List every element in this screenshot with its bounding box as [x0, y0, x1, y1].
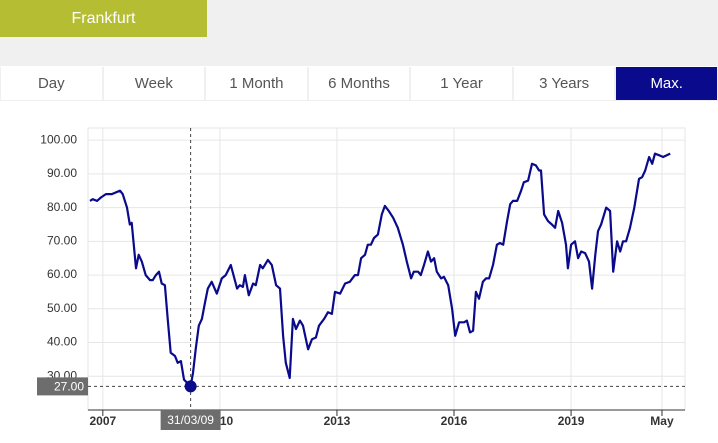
crosshair-point	[184, 380, 197, 393]
x-tick-label: 2007	[89, 414, 116, 428]
period-tab[interactable]: Week	[103, 67, 205, 100]
period-tab[interactable]: 3 Years	[513, 67, 615, 100]
y-tick-label: 60.00	[47, 267, 77, 281]
y-tick-label: 40.00	[47, 335, 77, 349]
x-tick-label: 2019	[558, 414, 585, 428]
y-crosshair-label: 27.00	[54, 380, 84, 394]
period-tab[interactable]: 1 Month	[206, 67, 307, 100]
x-label-box	[160, 410, 221, 430]
period-tab[interactable]: Day	[1, 67, 102, 100]
x-tick-label: 2013	[324, 414, 351, 428]
period-tab[interactable]: Max.	[616, 67, 717, 100]
y-tick-label: 70.00	[47, 234, 77, 248]
period-tab[interactable]: 1 Year	[411, 67, 512, 100]
y-tick-label: 90.00	[47, 166, 77, 180]
y-label-box	[37, 377, 88, 396]
x-crosshair-label: 31/03/09	[167, 413, 214, 427]
plot-area	[87, 127, 686, 411]
x-tick-label: May	[650, 414, 674, 428]
exchange-tab[interactable]: Frankfurt	[0, 0, 207, 37]
header-band: Frankfurt	[0, 0, 718, 66]
period-tab[interactable]: 6 Months	[308, 67, 410, 100]
period-tabs: Day Week 1 Month 6 Months 1 Year 3 Years Max.	[0, 67, 718, 101]
y-tick-label: 100.00	[40, 132, 77, 146]
y-tick-label: 80.00	[47, 200, 77, 214]
y-tick-label: 50.00	[47, 301, 77, 315]
x-tick-label: 2016	[441, 414, 468, 428]
